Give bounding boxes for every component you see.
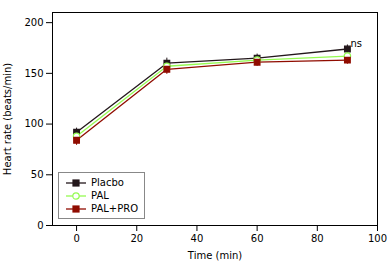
- html-text:PAL: PAL: [91, 190, 109, 201]
- svg-text:100: 100: [24, 118, 43, 129]
- svg-text:0: 0: [73, 233, 79, 244]
- html-text:Placbo: Placbo: [91, 177, 124, 188]
- svg-text:20: 20: [130, 233, 143, 244]
- svg-text:50: 50: [31, 169, 44, 180]
- svg-text:ns: ns: [350, 38, 362, 49]
- svg-text:200: 200: [24, 17, 43, 28]
- html-text:PAL+PRO: PAL+PRO: [91, 203, 138, 214]
- svg-text:0: 0: [37, 220, 43, 231]
- svg-text:40: 40: [191, 233, 204, 244]
- svg-text:Heart rate (beats/min): Heart rate (beats/min): [2, 63, 13, 175]
- svg-text:Time (min): Time (min): [187, 250, 242, 261]
- svg-text:80: 80: [311, 233, 324, 244]
- svg-text:60: 60: [251, 233, 264, 244]
- svg-text:100: 100: [368, 233, 387, 244]
- svg-text:150: 150: [24, 68, 43, 79]
